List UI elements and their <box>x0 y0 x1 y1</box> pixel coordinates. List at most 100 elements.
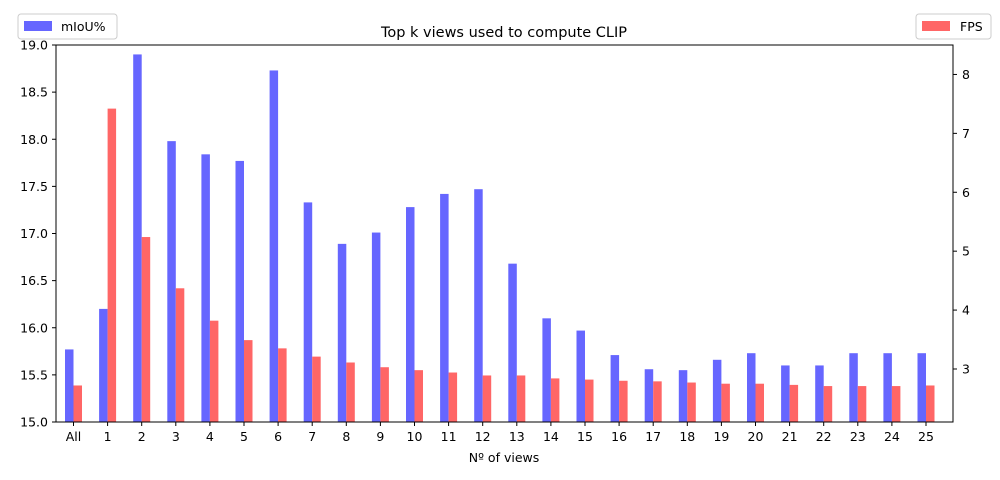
x-tick-label: 1 <box>104 429 112 444</box>
x-tick-label: 7 <box>308 429 316 444</box>
bar-miou-21 <box>781 365 790 422</box>
legend-left-box <box>17 13 118 40</box>
bar-fps-1 <box>107 108 117 423</box>
bar-fps-16 <box>619 380 628 422</box>
x-tick-label: 12 <box>475 429 491 444</box>
legend-right-label: FPS <box>960 19 983 34</box>
bar-fps-14 <box>550 378 560 422</box>
bar-fps-All <box>73 385 82 422</box>
left-tick-label: 16.5 <box>20 273 48 288</box>
bar-fps-22 <box>823 386 833 422</box>
x-tick-label: 24 <box>884 429 900 444</box>
right-y-axis: 3 4 5 6 7 8 <box>953 67 970 376</box>
bar-miou-22 <box>815 365 824 422</box>
bar-miou-15 <box>576 330 585 422</box>
bar-miou-9 <box>371 232 381 422</box>
x-tick-label: 15 <box>577 429 593 444</box>
x-tick-label: 3 <box>172 429 180 444</box>
bar-miou-20 <box>747 353 756 422</box>
left-tick-label: 17.5 <box>20 179 48 194</box>
legend-left-label: mIoU% <box>61 19 106 34</box>
chart-title: Top k views used to compute CLIP <box>380 25 627 41</box>
left-tick-label: 18.0 <box>20 132 48 147</box>
bars-layer <box>65 54 935 423</box>
x-tick-label: 8 <box>342 429 350 444</box>
legend-left: mIoU% <box>17 13 118 40</box>
legend-right-swatch <box>922 21 950 31</box>
x-tick-label: 25 <box>918 429 934 444</box>
bar-fps-25 <box>926 385 935 422</box>
bar-fps-12 <box>482 375 492 422</box>
x-tick-label: 5 <box>240 429 248 444</box>
bar-miou-23 <box>849 353 858 422</box>
bar-miou-17 <box>644 369 654 422</box>
x-tick-label: 21 <box>782 429 798 444</box>
bar-miou-16 <box>610 355 620 422</box>
bar-miou-5 <box>235 160 244 423</box>
bar-miou-10 <box>406 207 415 422</box>
bar-fps-20 <box>755 383 764 422</box>
bar-fps-15 <box>585 379 594 422</box>
right-tick-label: 5 <box>962 244 970 259</box>
bar-fps-19 <box>721 383 730 422</box>
bar-fps-17 <box>653 381 662 422</box>
x-tick-label: 11 <box>441 429 457 444</box>
left-tick-label: 15.5 <box>20 367 48 382</box>
bar-miou-19 <box>712 359 722 422</box>
x-tick-label: 6 <box>274 429 282 444</box>
right-tick-label: 6 <box>962 185 970 200</box>
x-axis: All 1 2 3 4 5 6 7 8 9 10 11 12 13 14 15 16 17 18 19 20 21 22 23… <box>66 422 934 444</box>
legend-right-box <box>915 13 992 40</box>
bar-fps-7 <box>312 356 321 422</box>
bar-fps-2 <box>141 237 151 422</box>
left-tick-label: 19.0 <box>20 38 48 53</box>
bar-miou-25 <box>917 353 926 422</box>
x-tick-label: 2 <box>138 429 146 444</box>
x-tick-label: 14 <box>543 429 559 444</box>
right-tick-label: 3 <box>962 361 970 376</box>
left-tick-label: 17.0 <box>20 226 48 241</box>
bar-fps-13 <box>516 375 526 422</box>
x-tick-label: 22 <box>816 429 832 444</box>
x-tick-label: 9 <box>376 429 384 444</box>
x-tick-label: 20 <box>748 429 764 444</box>
x-tick-label: 23 <box>850 429 866 444</box>
bar-fps-23 <box>857 386 867 422</box>
right-tick-label: 8 <box>962 67 970 82</box>
x-axis-label: Nº of views <box>469 450 540 465</box>
bar-miou-12 <box>474 189 483 422</box>
x-tick-label: All <box>66 429 82 444</box>
x-tick-label: 13 <box>509 429 525 444</box>
bar-fps-9 <box>380 367 389 422</box>
left-y-axis: 15.0 15.5 16.0 16.5 17.0 17.5 18.0 18.5 19.0 <box>20 38 56 430</box>
bar-fps-10 <box>414 370 423 422</box>
bar-fps-11 <box>448 372 458 422</box>
bar-miou-All <box>65 349 74 422</box>
bar-fps-3 <box>175 288 185 422</box>
left-tick-label: 15.0 <box>20 415 48 430</box>
bar-miou-2 <box>133 54 142 423</box>
bar-miou-6 <box>269 70 279 422</box>
bar-miou-7 <box>303 202 313 422</box>
x-tick-label: 16 <box>611 429 627 444</box>
right-tick-label: 7 <box>962 126 970 141</box>
bar-fps-4 <box>209 320 219 422</box>
left-tick-label: 18.5 <box>20 85 48 100</box>
legend-left-swatch <box>24 21 52 31</box>
bar-miou-13 <box>508 263 517 422</box>
right-tick-label: 4 <box>962 303 970 318</box>
bar-miou-14 <box>542 318 551 422</box>
bar-fps-18 <box>687 382 696 422</box>
bar-miou-3 <box>167 141 176 422</box>
bar-fps-21 <box>789 384 799 422</box>
x-tick-label: 10 <box>407 429 423 444</box>
bar-miou-18 <box>678 370 688 422</box>
bar-miou-11 <box>440 193 449 422</box>
bar-miou-1 <box>99 308 108 422</box>
bar-miou-4 <box>201 154 210 422</box>
x-tick-label: 4 <box>206 429 214 444</box>
x-tick-label: 17 <box>645 429 661 444</box>
left-tick-label: 16.0 <box>20 320 48 335</box>
bar-miou-24 <box>883 353 892 422</box>
